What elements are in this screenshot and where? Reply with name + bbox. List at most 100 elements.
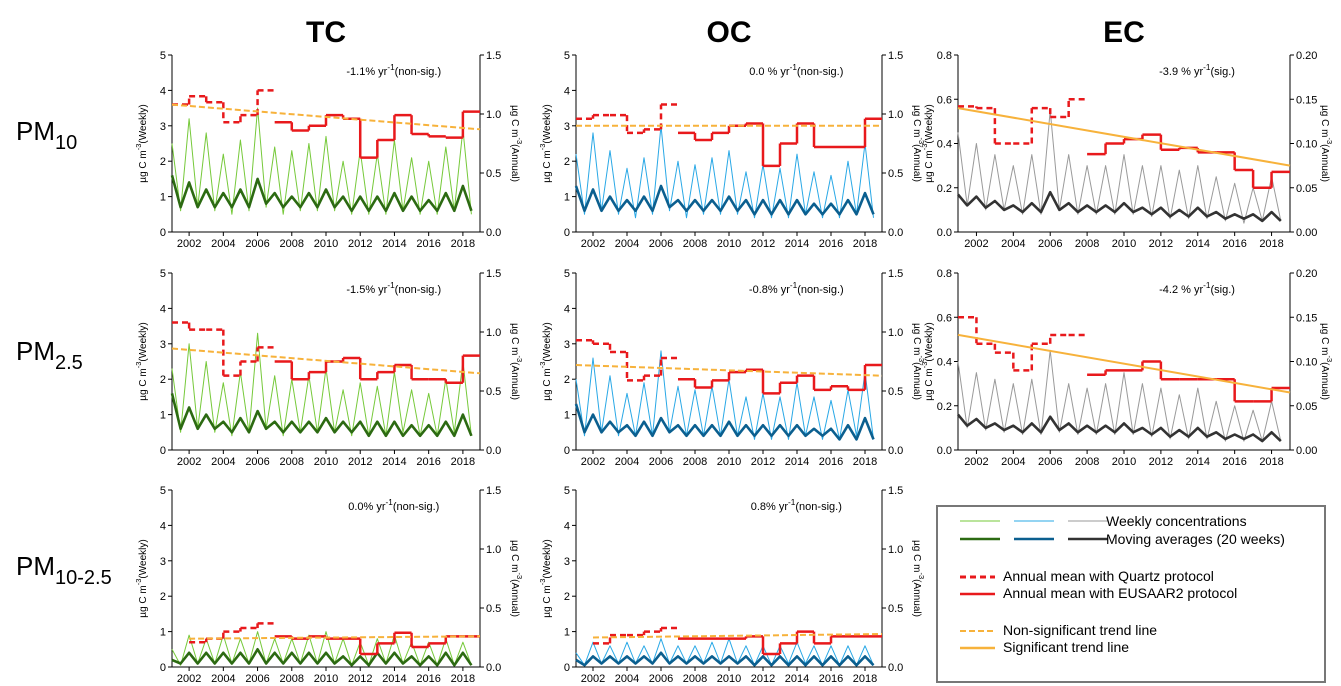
y2-tick-label: 0.20 — [1296, 268, 1317, 280]
y2-tick-label: 1.5 — [486, 50, 501, 62]
x-tick-label: 2008 — [280, 238, 304, 250]
x-tick-label: 2012 — [751, 456, 775, 468]
y-tick-label: 5 — [564, 50, 570, 62]
y2-axis-label-note: (Annual) — [509, 362, 520, 400]
y2-tick-label: 1.0 — [888, 544, 903, 556]
x-tick-label: 2004 — [211, 456, 235, 468]
x-tick-label: 2010 — [717, 456, 741, 468]
column-title: OC — [707, 16, 752, 49]
y2-tick-label: 1.0 — [486, 327, 501, 339]
y-tick-label: 0.0 — [937, 445, 952, 457]
y2-tick-label: 0.10 — [1296, 357, 1317, 369]
y-tick-label: 2 — [160, 374, 166, 386]
y-tick-label: 4 — [564, 520, 570, 532]
y2-axis-label-sup: -3 — [515, 355, 524, 362]
y-tick-label: 0 — [564, 662, 570, 674]
x-tick-label: 2006 — [1038, 238, 1062, 250]
trend-annotation: -0.8% yr-1(non-sig.) — [749, 281, 844, 296]
moving-average-line — [574, 184, 875, 216]
y2-axis-label-note: (Annual) — [1319, 144, 1330, 182]
x-tick-label: 2006 — [245, 238, 269, 250]
panel: 0 1 2 3 4 5 0.0 0.5 1.0 1.5 2002 2004 2006 2008 2010 20… — [564, 268, 903, 468]
y-tick-label: 0.4 — [937, 139, 952, 151]
x-tick-label: 2008 — [280, 673, 304, 685]
x-tick-label: 2002 — [177, 238, 201, 250]
y-tick-label: 2 — [564, 374, 570, 386]
x-tick-label: 2014 — [382, 673, 406, 685]
x-tick-label: 2010 — [314, 238, 338, 250]
y-axis-label-sup: -3 — [920, 362, 929, 369]
x-tick-label: 2002 — [581, 238, 605, 250]
y2-axis-label-sup: -3 — [917, 137, 926, 144]
x-tick-label: 2002 — [964, 456, 988, 468]
y2-tick-label: 1.0 — [888, 109, 903, 121]
y2-tick-label: 0.0 — [888, 445, 903, 457]
y2-tick-label: 1.0 — [888, 327, 903, 339]
x-tick-label: 2016 — [416, 673, 440, 685]
y-axis-label-note: (Weekly) — [924, 322, 935, 361]
y2-axis-label: µg C m-3(Annual) — [1319, 323, 1334, 400]
y-axis-label-note: (Weekly) — [924, 104, 935, 143]
x-tick-label: 2014 — [382, 238, 406, 250]
y-axis-label-note: (Weekly) — [542, 539, 553, 578]
y-tick-label: 1 — [564, 410, 570, 422]
y-tick-label: 2 — [564, 591, 570, 603]
x-tick-label: 2008 — [683, 673, 707, 685]
x-tick-label: 2014 — [1186, 456, 1210, 468]
y-tick-label: 4 — [564, 85, 570, 97]
y2-axis-label-note: (Annual) — [509, 144, 520, 182]
y-tick-label: 0 — [564, 227, 570, 239]
x-tick-label: 2008 — [280, 456, 304, 468]
x-tick-label: 2010 — [717, 238, 741, 250]
y-tick-label: 3 — [160, 339, 166, 351]
x-tick-label: 2010 — [1112, 238, 1136, 250]
x-tick-label: 2012 — [1149, 456, 1173, 468]
trend-annotation-note: (non-sig.) — [395, 66, 441, 78]
y2-axis-label-note: (Annual) — [1319, 362, 1330, 400]
y2-axis-label: µg C m-3(Annual) — [911, 105, 926, 182]
row-label-sub: 10 — [55, 132, 77, 154]
y2-tick-label: 1.5 — [888, 485, 903, 497]
panel: 0 1 2 3 4 5 0.0 0.5 1.0 1.5 2002 2004 2006 2008 2010 20… — [564, 485, 903, 685]
x-tick-label: 2016 — [1222, 238, 1246, 250]
column-title: TC — [306, 16, 346, 49]
y-axis-label-sup: -3 — [538, 144, 547, 151]
y-axis-label-note: (Weekly) — [138, 322, 149, 361]
trend-annotation: 0.0% yr-1(non-sig.) — [348, 498, 439, 513]
y2-axis-label-note: (Annual) — [911, 362, 922, 400]
trend-annotation: 0.8% yr-1(non-sig.) — [751, 498, 842, 513]
x-tick-label: 2012 — [1149, 238, 1173, 250]
y2-tick-label: 1.5 — [888, 50, 903, 62]
x-tick-label: 2012 — [751, 238, 775, 250]
y-tick-label: 0.6 — [937, 312, 952, 324]
panel: 0.0 0.2 0.4 0.6 0.8 0.00 0.05 0.10 0.15 0.20 2002 2… — [937, 268, 1318, 468]
y-axis-label: µg C m-3(Weekly) — [538, 104, 553, 182]
trend-line — [171, 347, 481, 375]
x-tick-label: 2008 — [1075, 238, 1099, 250]
x-tick-label: 2004 — [615, 673, 639, 685]
y-tick-label: 4 — [160, 520, 166, 532]
panel: 0.0 0.2 0.4 0.6 0.8 0.00 0.05 0.10 0.15 0.20 2002 2… — [937, 50, 1318, 250]
y2-tick-label: 0.0 — [486, 662, 501, 674]
x-tick-label: 2006 — [649, 456, 673, 468]
x-tick-label: 2002 — [964, 238, 988, 250]
x-tick-label: 2008 — [683, 238, 707, 250]
y2-axis-label-text: µg C m — [911, 323, 922, 355]
x-tick-label: 2004 — [615, 456, 639, 468]
legend-label: Weekly concentrations — [1106, 513, 1247, 529]
y-tick-label: 1 — [160, 627, 166, 639]
y-axis-label-sup: -3 — [538, 579, 547, 586]
y-axis-label: µg C m-3(Weekly) — [920, 322, 935, 400]
y-axis-label-text: µg C m — [138, 585, 149, 617]
y-axis-label-sup: -3 — [134, 362, 143, 369]
trend-annotation: 0.0 % yr-1(non-sig.) — [749, 63, 843, 78]
y-tick-label: 0.8 — [937, 50, 952, 62]
y2-axis-label: µg C m-3(Annual) — [509, 540, 524, 617]
legend-label: Annual mean with Quartz protocol — [1003, 568, 1214, 584]
y2-tick-label: 0.0 — [888, 662, 903, 674]
trend-annotation-sup: -1 — [790, 63, 798, 72]
x-tick-label: 2004 — [615, 238, 639, 250]
y-tick-label: 2 — [160, 156, 166, 168]
x-tick-label: 2018 — [853, 673, 877, 685]
x-tick-label: 2004 — [211, 673, 235, 685]
